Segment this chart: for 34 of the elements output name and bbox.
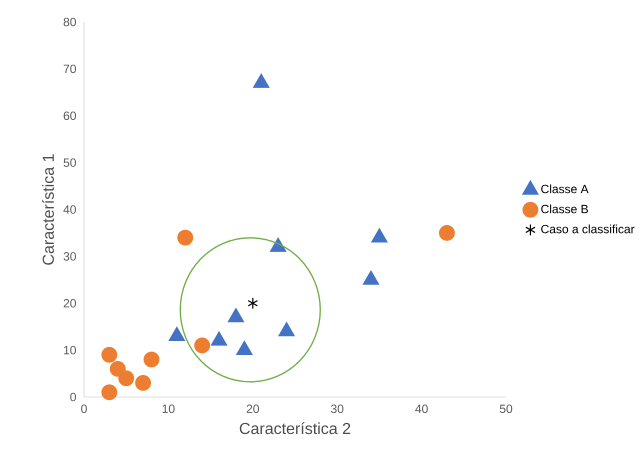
point (194, 338, 210, 354)
point (253, 74, 270, 88)
y-tick-label: 20 (64, 298, 76, 308)
x-tick-label: 40 (415, 404, 428, 414)
point (362, 270, 380, 285)
point (101, 384, 118, 400)
legend-label: Classe B (541, 204, 588, 214)
y-axis-title: Característica 1 (42, 154, 54, 265)
legend-label: Classe A (541, 184, 589, 194)
point (270, 238, 286, 252)
y-tick-label: 40 (63, 205, 76, 214)
y-tick-label: 0 (70, 392, 76, 402)
x-tick-label: 50 (500, 404, 512, 414)
x-tick-label: 10 (162, 404, 175, 414)
point (228, 308, 244, 322)
point (135, 375, 152, 391)
y-tick-label: 70 (64, 64, 76, 74)
point (248, 297, 258, 310)
y-tick-label: 30 (64, 252, 76, 261)
point (438, 225, 455, 241)
point (101, 346, 118, 363)
x-tick-label: 20 (246, 404, 260, 414)
y-tick-label: 80 (64, 18, 76, 26)
point (144, 352, 160, 368)
x-tick-label: 0 (81, 404, 87, 414)
x-axis-title: Característica 2 (240, 422, 350, 434)
legend-label: Caso a classificar (541, 224, 634, 234)
y-tick-label: 50 (64, 158, 76, 167)
point (177, 230, 194, 246)
y-tick-label: 60 (64, 111, 76, 120)
x-tick-label: 30 (330, 404, 344, 414)
point (118, 370, 134, 386)
y-tick-label: 10 (64, 346, 76, 354)
point (371, 228, 388, 243)
